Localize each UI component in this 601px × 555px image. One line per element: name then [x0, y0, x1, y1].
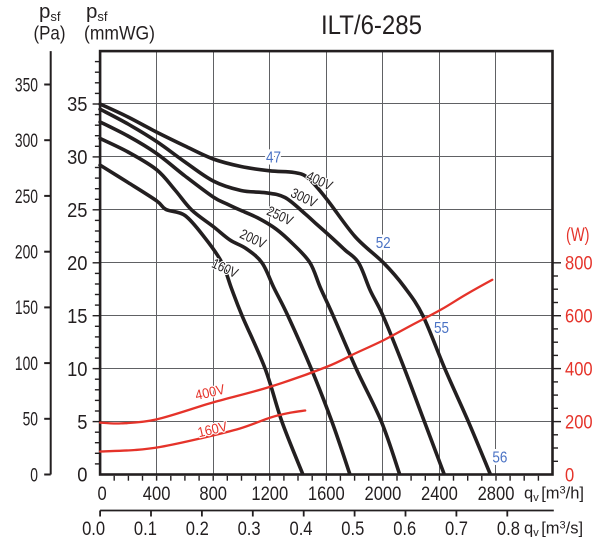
svg-text:5: 5	[77, 411, 87, 434]
svg-text:200: 200	[565, 411, 593, 433]
svg-text:0.0: 0.0	[82, 518, 105, 540]
svg-text:0.1: 0.1	[134, 518, 157, 540]
svg-text:30: 30	[67, 146, 87, 169]
svg-text:0: 0	[30, 464, 38, 486]
svg-text:20: 20	[67, 252, 87, 275]
svg-text:0.6: 0.6	[393, 518, 416, 540]
svg-text:15: 15	[67, 305, 87, 328]
svg-text:0.2: 0.2	[186, 518, 209, 540]
svg-text:1200: 1200	[251, 483, 288, 505]
svg-text:0.7: 0.7	[445, 518, 468, 540]
svg-text:2400: 2400	[421, 483, 458, 505]
svg-text:50: 50	[23, 409, 39, 431]
svg-text:35: 35	[67, 93, 87, 116]
svg-text:350: 350	[15, 74, 38, 96]
svg-text:(Pa): (Pa)	[34, 23, 66, 45]
svg-text:150: 150	[15, 297, 38, 319]
svg-text:0.5: 0.5	[341, 518, 364, 540]
svg-text:1600: 1600	[308, 483, 345, 505]
svg-text:(mmWG): (mmWG)	[84, 23, 155, 45]
svg-text:800: 800	[199, 483, 227, 505]
svg-text:10: 10	[67, 358, 87, 381]
svg-text:0.4: 0.4	[290, 518, 313, 540]
svg-text:250: 250	[15, 186, 38, 208]
svg-text:47: 47	[266, 150, 281, 167]
svg-text:100: 100	[15, 353, 38, 375]
svg-text:400: 400	[143, 483, 171, 505]
svg-text:2800: 2800	[478, 483, 515, 505]
svg-text:25: 25	[67, 199, 87, 222]
svg-text:600: 600	[565, 306, 593, 328]
svg-text:52: 52	[376, 235, 391, 252]
svg-text:400: 400	[565, 358, 593, 380]
svg-text:qv[m3/s]: qv [m3/s]	[524, 520, 583, 540]
svg-text:300: 300	[15, 130, 38, 152]
svg-text:0: 0	[77, 464, 87, 487]
svg-text:56: 56	[492, 449, 507, 466]
svg-text:55: 55	[434, 320, 449, 337]
svg-text:qv[m3/h]: qv [m3/h]	[524, 485, 584, 505]
svg-text:0.3: 0.3	[238, 518, 261, 540]
svg-text:0: 0	[98, 483, 107, 505]
svg-text:200: 200	[15, 242, 38, 264]
svg-text:800: 800	[565, 253, 593, 275]
svg-text:0: 0	[565, 464, 574, 486]
svg-text:2000: 2000	[365, 483, 402, 505]
svg-text:(W): (W)	[566, 224, 590, 246]
svg-text:0.8: 0.8	[497, 518, 520, 540]
svg-text:ILT/6-285: ILT/6-285	[321, 10, 422, 40]
